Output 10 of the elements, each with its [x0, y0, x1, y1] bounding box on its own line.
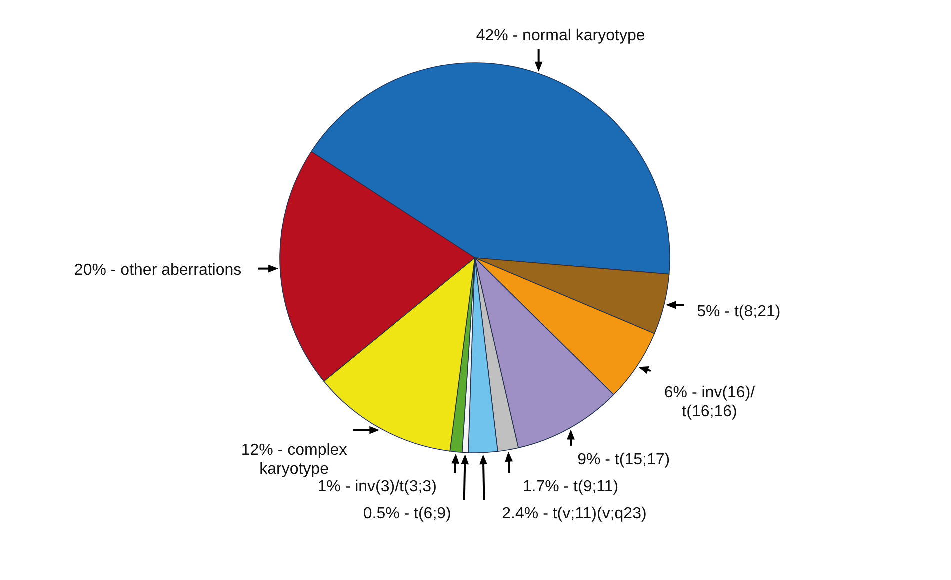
slice-label: 1% - inv(3)/t(3;3) — [318, 478, 437, 496]
slice-label: 20% - other aberrations — [74, 262, 242, 280]
slice-label: 0.5% - t(6;9) — [363, 506, 452, 522]
slice-label: 42% - normal karyotype — [476, 28, 646, 44]
slice-label: 5% - t(8;21) — [697, 303, 781, 320]
slice-label: 12% - complex karyotype — [241, 442, 348, 478]
slice-label: 2.4% - t(v;11)(v;q23) — [502, 506, 647, 522]
slice-label: 9% - t(15;17) — [578, 451, 670, 468]
slice-label: 6% - inv(16)/ t(16;16) — [664, 384, 756, 421]
slice-label: 1.7% - t(9;11) — [522, 478, 619, 496]
